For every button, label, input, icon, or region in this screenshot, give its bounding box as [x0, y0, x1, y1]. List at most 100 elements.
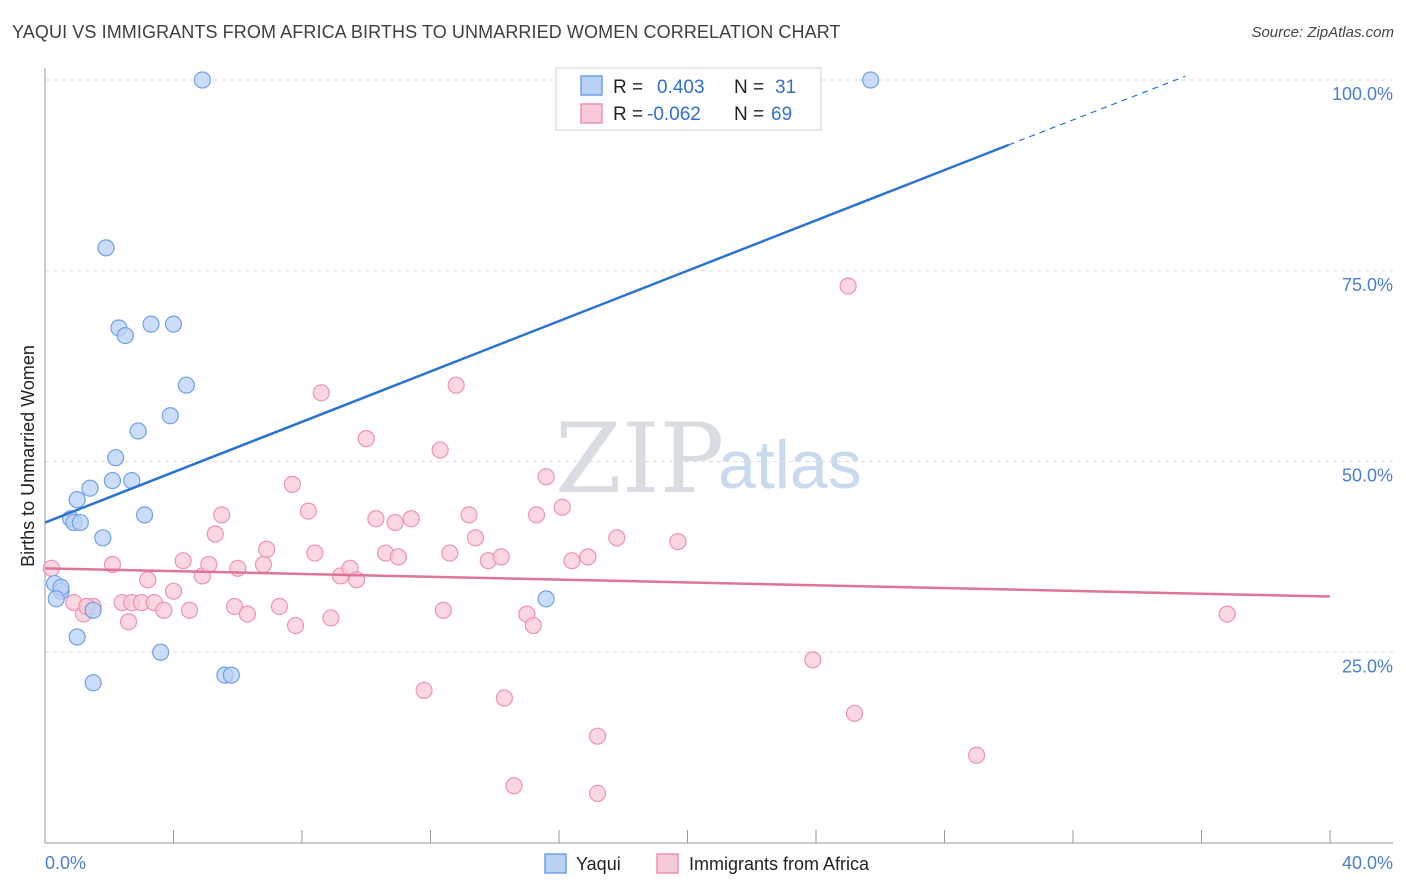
africa-point-64: [839, 277, 857, 295]
africa-point-40: [402, 510, 420, 528]
yaqui-point-17: [129, 422, 147, 440]
africa-point-61: [608, 529, 626, 547]
africa-point-12: [155, 601, 173, 619]
africa-point-25: [270, 597, 289, 616]
legend-n-label-africa: N =: [734, 104, 764, 125]
yaqui-point-13: [107, 449, 125, 467]
legend-r-value-africa: -0.062: [647, 104, 701, 125]
legend-n-value-africa: 69: [771, 104, 792, 125]
africa-point-53: [524, 616, 542, 635]
series-immigrants-from-africa: [42, 277, 1236, 803]
africa-point-19: [213, 506, 231, 524]
africa-point-42: [431, 441, 449, 459]
yaqui-point-20: [152, 643, 170, 661]
africa-point-56: [553, 498, 571, 516]
yaqui-trend-extension: [1008, 75, 1186, 146]
africa-point-62: [669, 533, 687, 551]
africa-point-47: [466, 529, 485, 547]
y-axis-label: Births to Unmarried Women: [18, 345, 38, 567]
africa-point-20: [225, 597, 244, 616]
y-tick-label-25: 25.0%: [1342, 656, 1393, 676]
africa-point-41: [415, 681, 433, 700]
africa-point-22: [238, 605, 256, 623]
africa-point-13: [164, 582, 183, 600]
yaqui-point-15: [116, 327, 134, 345]
africa-point-36: [367, 510, 385, 528]
yaqui-point-28: [862, 71, 880, 89]
africa-point-10: [139, 571, 157, 589]
legend-n-value-yaqui: 31: [775, 77, 796, 98]
y-tick-labels: 25.0% 50.0% 75.0% 100.0%: [1332, 84, 1393, 676]
africa-point-58: [579, 548, 597, 566]
x-tick-label-min: 0.0%: [45, 853, 86, 873]
africa-point-18: [206, 525, 224, 543]
africa-point-59: [588, 727, 607, 745]
africa-point-28: [299, 502, 318, 520]
yaqui-trend-line: [44, 143, 1010, 524]
gridlines: [45, 79, 1393, 653]
legend-swatch-africa: [580, 103, 603, 124]
legend-r-label-yaqui: R =: [613, 77, 643, 98]
legend-r-label-africa: R =: [613, 104, 643, 125]
africa-point-26: [283, 475, 301, 493]
legend-n-label-yaqui: N =: [734, 77, 764, 98]
yaqui-point-24: [193, 71, 212, 89]
y-tick-label-50: 50.0%: [1342, 466, 1393, 486]
africa-point-43: [434, 601, 452, 619]
yaqui-point-4: [71, 513, 89, 532]
africa-point-51: [505, 777, 523, 795]
watermark-atlas: atlas: [718, 427, 862, 503]
africa-point-24: [258, 540, 276, 558]
africa-point-14: [174, 552, 192, 570]
chart-source: Source: ZipAtlas.com: [1251, 24, 1394, 41]
yaqui-point-27: [537, 590, 555, 608]
africa-point-46: [460, 506, 478, 524]
x-tick-label-max: 40.0%: [1342, 853, 1393, 873]
africa-point-54: [527, 506, 546, 524]
yaqui-point-26: [222, 666, 240, 684]
yaqui-point-12: [103, 471, 122, 490]
yaqui-point-30: [47, 590, 65, 608]
africa-point-17: [200, 555, 218, 574]
yaqui-point-11: [97, 239, 115, 257]
bottom-legend-swatch-africa: [656, 853, 679, 874]
watermark-zip: ZIP: [555, 403, 724, 515]
africa-point-55: [537, 468, 555, 486]
africa-point-30: [312, 384, 330, 402]
chart-title: YAQUI VS IMMIGRANTS FROM AFRICA BIRTHS T…: [12, 22, 841, 42]
africa-point-66: [968, 746, 986, 764]
y-tick-label-100: 100.0%: [1332, 84, 1393, 104]
africa-point-39: [389, 548, 407, 566]
bottom-legend-label-yaqui: Yaqui: [576, 854, 621, 874]
africa-point-23: [254, 555, 273, 574]
yaqui-point-5: [68, 628, 86, 646]
africa-point-50: [495, 689, 513, 707]
bottom-legend-swatch-yaqui: [544, 853, 567, 874]
africa-point-31: [322, 609, 340, 627]
africa-point-15: [180, 601, 199, 619]
yaqui-point-10: [94, 529, 112, 547]
africa-point-7: [119, 613, 138, 631]
legend-r-value-yaqui: 0.403: [657, 77, 705, 98]
africa-point-44: [441, 544, 459, 562]
africa-point-35: [357, 430, 375, 448]
africa-point-27: [286, 616, 305, 635]
africa-point-38: [386, 513, 404, 532]
yaqui-point-21: [161, 407, 179, 425]
africa-point-29: [306, 544, 324, 562]
yaqui-point-6: [68, 491, 86, 509]
yaqui-point-18: [135, 506, 154, 524]
yaqui-point-8: [84, 601, 102, 619]
x-axis-ticks: [44, 830, 1331, 843]
africa-point-65: [845, 704, 864, 722]
yaqui-point-7: [81, 479, 99, 497]
yaqui-point-23: [177, 376, 195, 394]
bottom-legend: Yaqui Immigrants from Africa: [544, 853, 870, 874]
africa-point-63: [804, 651, 822, 669]
legend-box: R = 0.403 N = 31 R = -0.062 N = 69: [555, 67, 822, 131]
africa-point-60: [588, 784, 607, 803]
yaqui-point-9: [84, 674, 102, 692]
africa-point-45: [447, 376, 465, 394]
y-tick-label-75: 75.0%: [1342, 275, 1393, 295]
